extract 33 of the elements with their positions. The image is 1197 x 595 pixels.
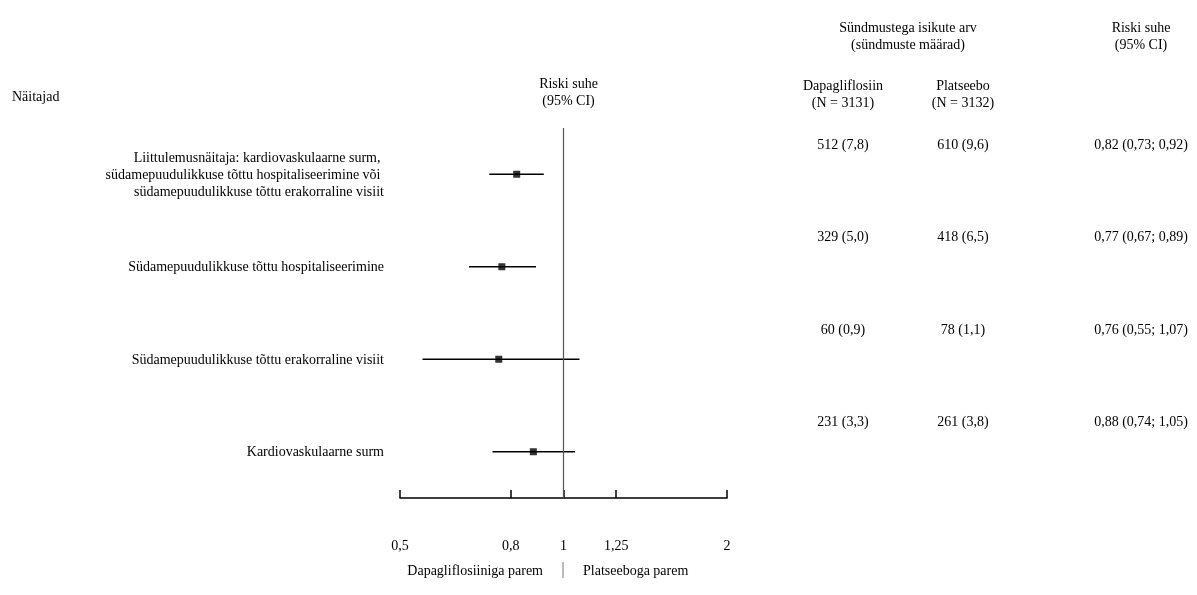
text: 512 (7,8) — [817, 136, 869, 153]
point — [513, 170, 521, 178]
text: Riski suhe (95% CI) — [1111, 20, 1171, 53]
x-tick-label: 2 — [723, 537, 731, 553]
text: Sündmustega isikute arv (sündmuste määrad) — [839, 20, 977, 53]
y-tick-label: Kardiovaskulaarne surm — [246, 444, 385, 460]
x-tick-label: 0,8 — [502, 537, 520, 553]
text: 610 (9,6) — [937, 136, 989, 153]
data-label: 0,76 (0,55; 1,07) — [1094, 321, 1189, 338]
x-tick-label: 1 — [560, 537, 567, 553]
text: Näitajad — [12, 88, 60, 104]
text: 329 (5,0) — [817, 229, 869, 246]
x-tick-label: 1,25 — [603, 537, 629, 553]
text: Platseebo (N = 3132) — [931, 78, 995, 111]
y-tick-label: Südamepuudulikkuse tõttu erakorraline visiit — [131, 351, 385, 367]
y-tick-label: Liittulemusnäitaja: kardiovaskulaarne surm, südamepuudulikkuse tõttu hospitaliseerimine või südamepuudulikkuse tõttu erakorraline visiit — [105, 149, 385, 199]
text: 261 (3,8) — [937, 414, 989, 431]
data-label: 0,77 (0,67; 0,89) — [1094, 229, 1189, 246]
text: Dapagliflosiiniga parem — [407, 562, 544, 578]
text: 78 (1,1) — [940, 321, 986, 338]
point — [498, 263, 506, 271]
y-tick-label: Südamepuudulikkuse tõttu hospitaliseerimine — [128, 259, 384, 275]
text: 60 (0,9) — [820, 321, 866, 338]
x-tick-label: 0,5 — [391, 537, 409, 553]
text: Platseeboga parem — [583, 562, 689, 578]
point — [529, 448, 537, 456]
data-label: 0,88 (0,74; 1,05) — [1094, 414, 1189, 431]
text: Dapagliflosiin (N = 3131) — [802, 78, 884, 111]
point — [495, 355, 503, 363]
text: 231 (3,3) — [817, 414, 869, 431]
text: 418 (6,5) — [937, 229, 989, 246]
chart-title: Riski suhe (95% CI) — [539, 76, 598, 109]
data-label: 0,82 (0,73; 0,92) — [1094, 136, 1189, 153]
